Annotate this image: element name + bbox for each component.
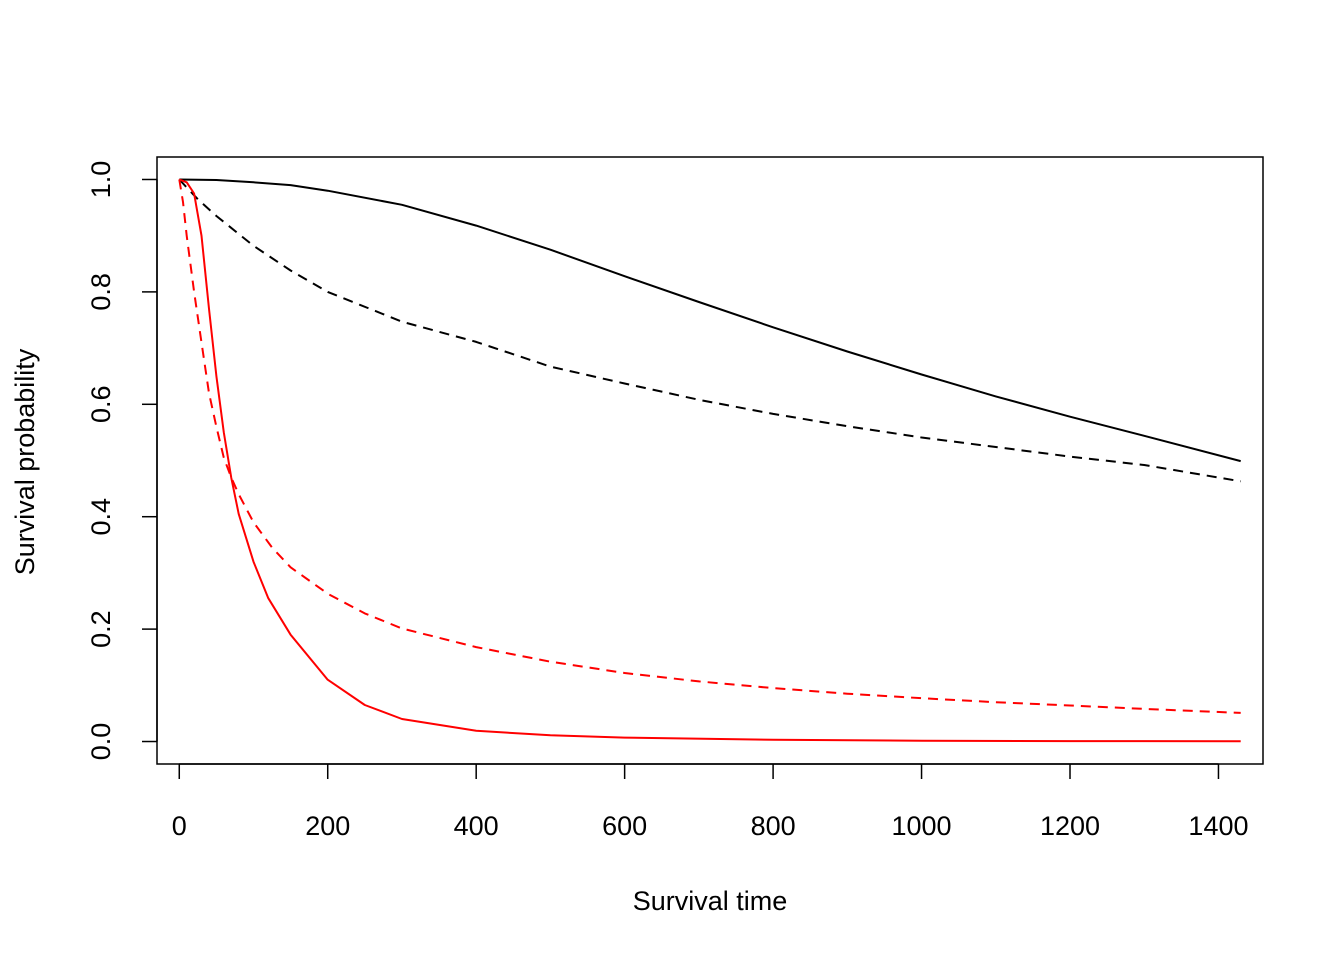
series-line-1 — [179, 178, 1241, 463]
y-axis-label: Survival probability — [10, 348, 40, 575]
x-tick-label: 800 — [751, 811, 796, 841]
x-tick-label: 400 — [454, 811, 499, 841]
series-line-4 — [178, 179, 1241, 714]
x-axis: 0 200 400 600 800 1000 1200 1400 — [172, 763, 1249, 841]
x-tick-label: 0 — [172, 811, 187, 841]
x-axis-label: Survival time — [633, 886, 788, 916]
x-tick-label: 1000 — [892, 811, 952, 841]
series-layer — [178, 178, 1241, 743]
y-tick-label: 0.6 — [86, 386, 116, 424]
y-tick-label: 0.8 — [86, 273, 116, 311]
x-tick-label: 1200 — [1040, 811, 1100, 841]
x-tick-label: 200 — [305, 811, 350, 841]
x-tick-label: 600 — [602, 811, 647, 841]
y-axis: 0.0 0.2 0.4 0.6 0.8 1.0 — [86, 161, 158, 761]
y-tick-label: 0.0 — [86, 723, 116, 761]
y-tick-label: 0.2 — [86, 610, 116, 648]
y-tick-label: 1.0 — [86, 161, 116, 199]
y-tick-label: 0.4 — [86, 498, 116, 536]
series-line-2 — [178, 178, 1241, 483]
series-line-3 — [178, 178, 1241, 743]
plot-area — [156, 156, 1264, 765]
x-tick-label: 1400 — [1188, 811, 1248, 841]
